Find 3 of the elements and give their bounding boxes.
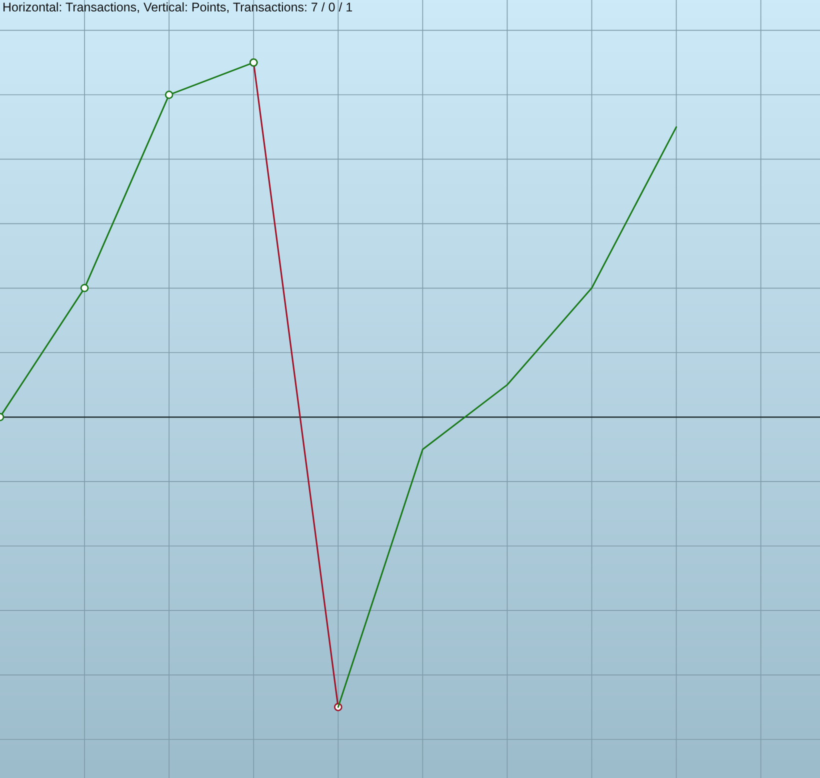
point xyxy=(80,284,89,292)
point xyxy=(164,90,174,99)
chart-title: Horizontal: Transactions, Vertical: Points, Transactions: 7 / 0 / 1 xyxy=(3,2,352,13)
